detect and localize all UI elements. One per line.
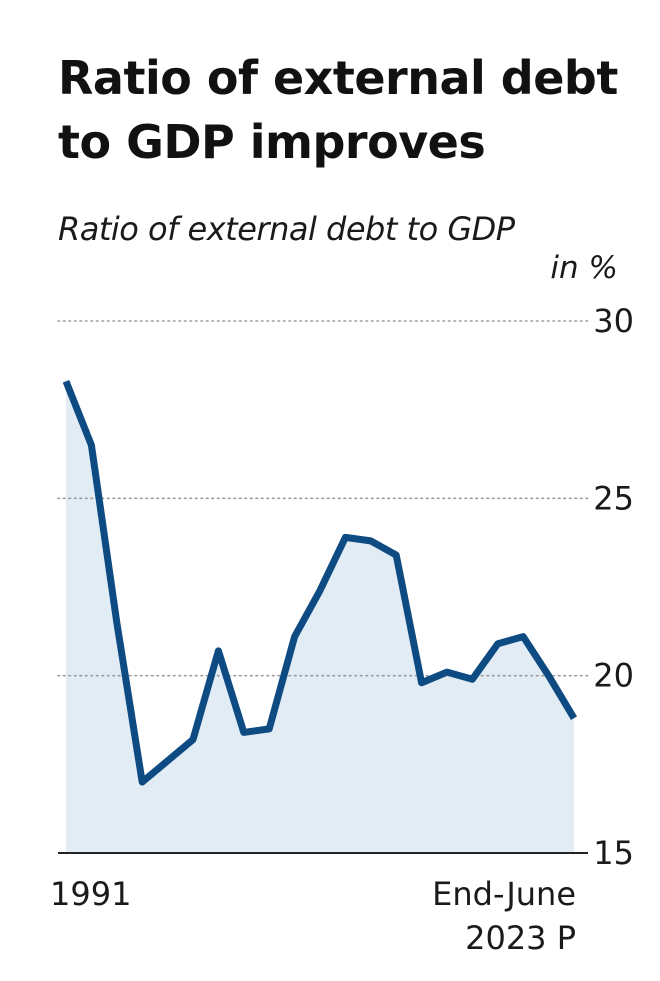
data-point-5 [190,736,197,743]
data-point-19 [545,672,552,679]
area-fill [66,381,574,853]
data-point-1 [88,442,95,449]
data-point-8 [266,725,273,732]
data-point-12 [367,537,374,544]
data-point-11 [342,534,349,541]
data-point-9 [291,633,298,640]
data-point-4 [164,757,171,764]
x-axis-start-label: 1991 [50,875,132,913]
data-point-3 [139,779,146,786]
y-tick-label-25: 25 [593,479,634,517]
data-point-2 [113,619,120,626]
data-point-14 [418,679,425,686]
x-axis-end-label-line1: End-June [432,875,576,913]
data-point-10 [317,587,324,594]
data-point-20 [571,715,578,722]
series-line [62,379,578,786]
x-axis-end-label-line2: 2023 P [465,919,576,957]
data-point-0 [63,378,70,385]
y-axis-unit: in % [550,250,618,286]
data-point-7 [240,729,247,736]
y-tick-label-30: 30 [593,302,634,340]
y-tick-label-20: 20 [593,657,634,695]
x-axis-end-label: End-June 2023 P [432,872,576,960]
data-point-15 [444,669,451,676]
data-point-16 [469,676,476,683]
chart-subtitle: Ratio of external debt to GDP [58,210,515,248]
data-point-6 [215,647,222,654]
y-tick-label-15: 15 [593,834,634,872]
chart-title: Ratio of external debt to GDP improves [58,51,618,169]
data-point-17 [494,640,501,647]
data-point-18 [520,633,527,640]
data-point-13 [393,552,400,559]
